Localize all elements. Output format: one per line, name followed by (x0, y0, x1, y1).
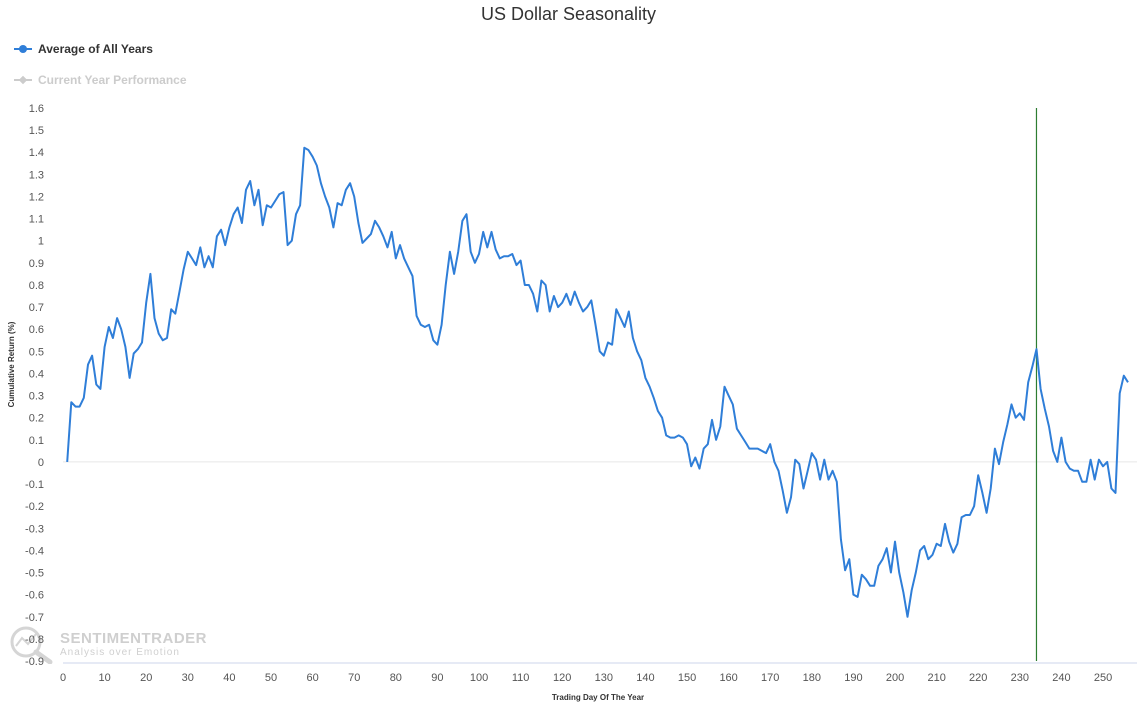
series-line-average-of-all-years[interactable] (66, 146, 1129, 618)
x-tick-label: 80 (390, 672, 402, 684)
series-marker-icon (14, 75, 32, 85)
y-tick-label: -0.1 (25, 479, 44, 491)
chart-title: US Dollar Seasonality (480, 4, 657, 24)
x-tick-label: 150 (678, 672, 696, 684)
sentimentrader-watermark-logo: SENTIMENTRADER Analysis over Emotion (8, 624, 207, 664)
x-tick-label: 40 (223, 672, 235, 684)
x-tick-label: 130 (595, 672, 613, 684)
x-tick-label: 70 (348, 672, 360, 684)
legend-label-current-year: Current Year Performance (38, 73, 187, 87)
y-tick-label: 0.9 (29, 258, 44, 270)
x-tick-label: 0 (60, 672, 66, 684)
y-tick-label: 0.8 (29, 280, 44, 292)
y-tick-label: 1 (38, 236, 44, 248)
x-tick-label: 30 (182, 672, 194, 684)
x-tick-label: 100 (470, 672, 488, 684)
x-tick-label: 60 (306, 672, 318, 684)
x-tick-label: 180 (803, 672, 821, 684)
x-tick-label: 120 (553, 672, 571, 684)
y-tick-label: 1.6 (29, 103, 44, 115)
watermark-tagline-text: Analysis over Emotion (60, 647, 180, 658)
y-tick-label: -0.2 (25, 501, 44, 513)
y-tick-label: -0.4 (25, 545, 44, 557)
y-tick-label: -0.6 (25, 590, 44, 602)
y-tick-label: 0.1 (29, 435, 44, 447)
x-tick-label: 10 (98, 672, 110, 684)
x-tick-label: 140 (636, 672, 654, 684)
x-tick-label: 170 (761, 672, 779, 684)
x-tick-label: 50 (265, 672, 277, 684)
y-tick-label: 0.6 (29, 324, 44, 336)
y-tick-label: 0.4 (29, 368, 44, 380)
x-tick-label: 110 (512, 672, 530, 684)
y-tick-label: -0.3 (25, 523, 44, 535)
x-tick-label: 200 (886, 672, 904, 684)
series-marker-icon (14, 44, 32, 54)
x-tick-label: 160 (719, 672, 737, 684)
y-tick-label: -0.8 (25, 634, 44, 646)
y-tick-label: 1.5 (29, 125, 44, 137)
y-tick-label: 0.2 (29, 413, 44, 425)
legend-label-average: Average of All Years (38, 42, 153, 56)
y-tick-label: -0.5 (25, 568, 44, 580)
y-tick-label: 1.4 (29, 147, 44, 159)
y-tick-label: 1.2 (29, 191, 44, 203)
x-tick-label: 90 (431, 672, 443, 684)
x-tick-label: 240 (1052, 672, 1070, 684)
x-tick-label: 230 (1011, 672, 1029, 684)
y-tick-label: 1.1 (29, 214, 44, 226)
y-axis-ticks: -0.9 -0.8 -0.7 -0.6 -0.5 -0.4 -0.3 -0.2 -0.1 0 0.1… (25, 103, 44, 668)
x-tick-label: 20 (140, 672, 152, 684)
y-tick-label: 0.5 (29, 346, 44, 358)
y-tick-label: 1.3 (29, 169, 44, 181)
x-tick-label: 190 (844, 672, 862, 684)
x-axis-title: Trading Day Of The Year (552, 693, 644, 702)
y-axis-title: Cumulative Return (%) (7, 321, 16, 407)
legend-item-average-of-all-years[interactable]: Average of All Years (14, 42, 153, 56)
x-tick-label: 210 (927, 672, 945, 684)
y-tick-label: -0.9 (25, 656, 44, 668)
watermark-brand-text: SENTIMENTRADER (60, 630, 208, 647)
y-tick-label: -0.7 (25, 612, 44, 624)
x-axis-ticks: 0 10 20 30 40 50 60 70 80 90 100 110 120 130 140 150 160… (60, 672, 1112, 684)
magnifier-logo-icon (10, 626, 53, 664)
y-tick-label: 0.3 (29, 391, 44, 403)
legend-item-current-year-performance[interactable]: Current Year Performance (14, 73, 187, 87)
x-tick-label: 220 (969, 672, 987, 684)
y-tick-label: 0 (38, 457, 44, 469)
y-tick-label: 0.7 (29, 302, 44, 314)
x-tick-label: 250 (1094, 672, 1112, 684)
